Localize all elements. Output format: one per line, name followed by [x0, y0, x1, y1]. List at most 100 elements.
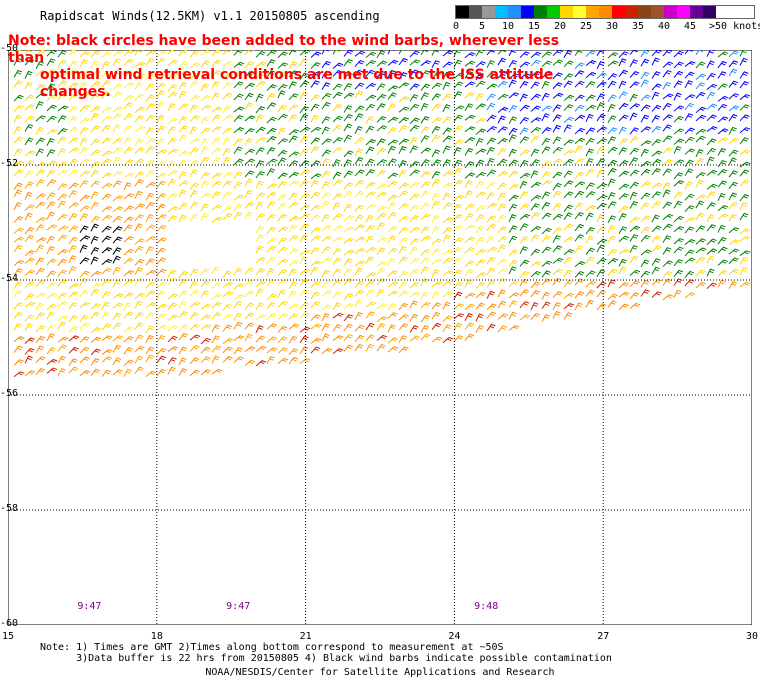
wind-barb — [706, 103, 718, 110]
wind-barb — [673, 225, 685, 233]
wind-barb — [717, 103, 728, 111]
wind-barb — [211, 281, 222, 289]
wind-barb — [90, 50, 101, 58]
wind-barb — [662, 81, 672, 90]
wind-barb — [244, 267, 255, 275]
wind-barb — [222, 60, 233, 68]
wind-barb — [618, 183, 630, 190]
wind-barb — [574, 223, 584, 232]
wind-barb — [255, 288, 264, 297]
wind-barb — [365, 116, 374, 125]
wind-barb — [255, 126, 266, 134]
wind-barb — [530, 51, 542, 58]
wind-barb — [398, 50, 407, 55]
wind-barb — [398, 96, 410, 103]
wind-barb — [409, 124, 420, 132]
wind-barb — [519, 136, 530, 144]
wind-barb — [552, 114, 562, 122]
wind-barb — [431, 72, 442, 80]
wind-barb — [563, 116, 574, 124]
wind-barb — [299, 180, 309, 188]
wind-barb — [288, 290, 297, 299]
wind-barb — [541, 291, 550, 300]
wind-barb — [662, 260, 673, 268]
wind-barb — [244, 333, 253, 342]
wind-barb — [387, 225, 398, 233]
wind-barb — [200, 324, 212, 331]
wind-barb — [629, 269, 641, 276]
wind-barb — [266, 201, 276, 209]
wind-barb — [519, 116, 530, 125]
wind-barb — [651, 191, 662, 199]
wind-barb — [266, 336, 278, 343]
wind-barb — [13, 236, 25, 243]
wind-barb — [497, 278, 507, 286]
wind-barb — [79, 146, 89, 155]
wind-barb — [431, 117, 443, 124]
wind-barb — [46, 270, 56, 278]
wind-barb — [211, 312, 222, 320]
wind-barb — [464, 60, 476, 67]
wind-barb — [112, 170, 123, 178]
wind-barb — [277, 226, 289, 233]
wind-barb — [585, 191, 596, 198]
wind-barb — [189, 201, 199, 210]
wind-barb — [552, 124, 562, 133]
wind-barb — [79, 235, 91, 242]
wind-barb — [739, 71, 749, 79]
wind-barb — [585, 235, 595, 244]
wind-barb — [541, 278, 552, 286]
wind-barb — [134, 334, 144, 343]
wind-barb — [563, 236, 575, 243]
wind-barb — [343, 226, 355, 233]
wind-barb — [354, 156, 364, 165]
wind-barb — [552, 190, 562, 199]
wind-barb — [409, 50, 420, 58]
wind-barb — [486, 256, 496, 265]
wind-barb — [574, 94, 585, 102]
wind-barb — [13, 259, 25, 267]
wind-barb — [684, 136, 695, 144]
wind-barb — [398, 335, 408, 343]
wind-barb — [717, 116, 729, 123]
wind-barb — [431, 269, 440, 278]
wind-barb — [673, 92, 682, 101]
wind-barb — [233, 267, 243, 276]
wind-barb — [618, 126, 627, 135]
wind-barb — [145, 201, 155, 210]
wind-barb — [79, 158, 91, 165]
wind-barb — [332, 312, 344, 319]
wind-barb — [332, 171, 342, 180]
wind-barb — [596, 113, 606, 122]
wind-barb — [552, 277, 562, 286]
wind-barb — [189, 104, 198, 113]
wind-barb — [13, 114, 22, 123]
wind-barb — [90, 180, 100, 188]
wind-barb — [541, 191, 551, 200]
wind-barb — [200, 60, 210, 68]
wind-barb — [123, 368, 132, 377]
wind-barb — [607, 201, 617, 209]
wind-barb — [486, 157, 495, 166]
wind-barb — [387, 158, 397, 166]
wind-barb — [398, 215, 410, 223]
wind-barb — [46, 358, 58, 365]
wind-barb — [365, 214, 374, 223]
wind-barb — [222, 281, 234, 288]
wind-barb — [178, 310, 188, 319]
scale-cell — [586, 6, 599, 18]
wind-barb — [387, 85, 399, 92]
wind-barb — [156, 180, 166, 189]
wind-barb — [354, 137, 365, 145]
wind-barb — [420, 291, 429, 300]
wind-barb — [101, 258, 113, 266]
wind-barb — [90, 336, 102, 343]
wind-barb — [354, 69, 363, 78]
wind-barb — [24, 181, 34, 189]
wind-barb — [519, 191, 529, 199]
wind-barb — [167, 277, 177, 286]
wind-barb — [57, 193, 68, 201]
scale-tick-label: 15 — [528, 21, 541, 32]
wind-barb — [321, 323, 331, 332]
wind-barb — [354, 126, 363, 135]
